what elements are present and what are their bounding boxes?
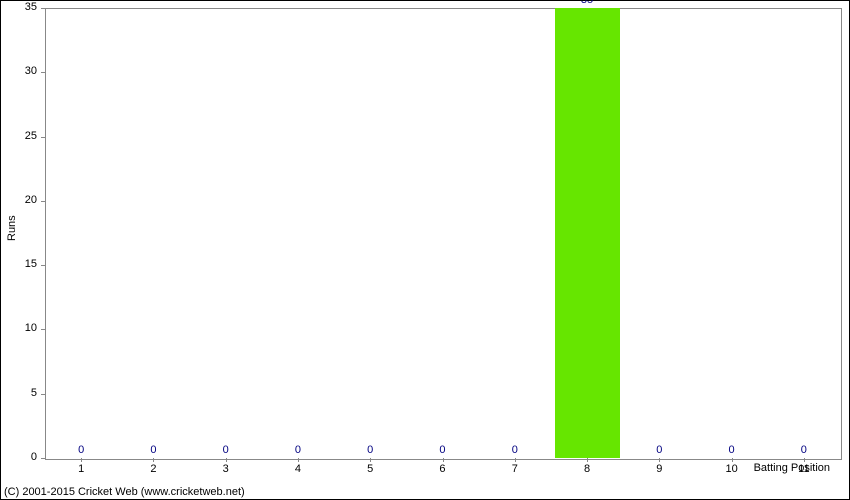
bar [555,8,620,458]
x-tick-label: 4 [262,463,334,475]
x-tick-mark [81,458,82,462]
y-tick-mark [41,137,45,138]
x-tick-mark [298,458,299,462]
x-tick-label: 7 [479,463,551,475]
x-tick-mark [515,458,516,462]
x-tick-label: 10 [695,463,767,475]
y-tick-label: 10 [0,322,37,334]
x-tick-label: 5 [334,463,406,475]
y-tick-mark [41,265,45,266]
y-tick-mark [41,458,45,459]
y-tick-label: 15 [0,258,37,270]
bar-value-label: 0 [768,444,840,456]
bar-value-label: 0 [695,444,767,456]
copyright-text: (C) 2001-2015 Cricket Web (www.cricketwe… [4,486,245,498]
y-tick-mark [41,72,45,73]
x-tick-mark [226,458,227,462]
y-axis-label: Runs [6,221,18,241]
bar-value-label: 0 [262,444,334,456]
x-tick-mark [153,458,154,462]
x-tick-label: 8 [551,463,623,475]
x-tick-label: 6 [406,463,478,475]
x-tick-mark [659,458,660,462]
bar-value-label: 0 [190,444,262,456]
y-tick-mark [41,8,45,9]
y-tick-label: 20 [0,194,37,206]
bar-value-label: 0 [45,444,117,456]
y-tick-label: 35 [0,1,37,13]
y-tick-label: 0 [0,451,37,463]
chart-container: Runs Batting Position 05101520253035 123… [0,0,850,500]
x-tick-mark [804,458,805,462]
y-tick-mark [41,329,45,330]
bar-value-label: 35 [551,0,623,6]
x-tick-mark [443,458,444,462]
bar-value-label: 0 [479,444,551,456]
x-tick-label: 3 [190,463,262,475]
x-tick-label: 2 [117,463,189,475]
y-tick-mark [41,201,45,202]
plot-area [45,8,842,460]
bar-value-label: 0 [334,444,406,456]
y-tick-mark [41,394,45,395]
y-tick-label: 5 [0,387,37,399]
bar-value-label: 0 [406,444,478,456]
x-tick-mark [370,458,371,462]
bar-value-label: 0 [117,444,189,456]
x-tick-mark [732,458,733,462]
y-tick-label: 25 [0,130,37,142]
bar-value-label: 0 [623,444,695,456]
x-tick-label: 11 [768,463,840,475]
y-tick-label: 30 [0,65,37,77]
x-tick-label: 9 [623,463,695,475]
x-tick-label: 1 [45,463,117,475]
x-tick-mark [587,458,588,462]
